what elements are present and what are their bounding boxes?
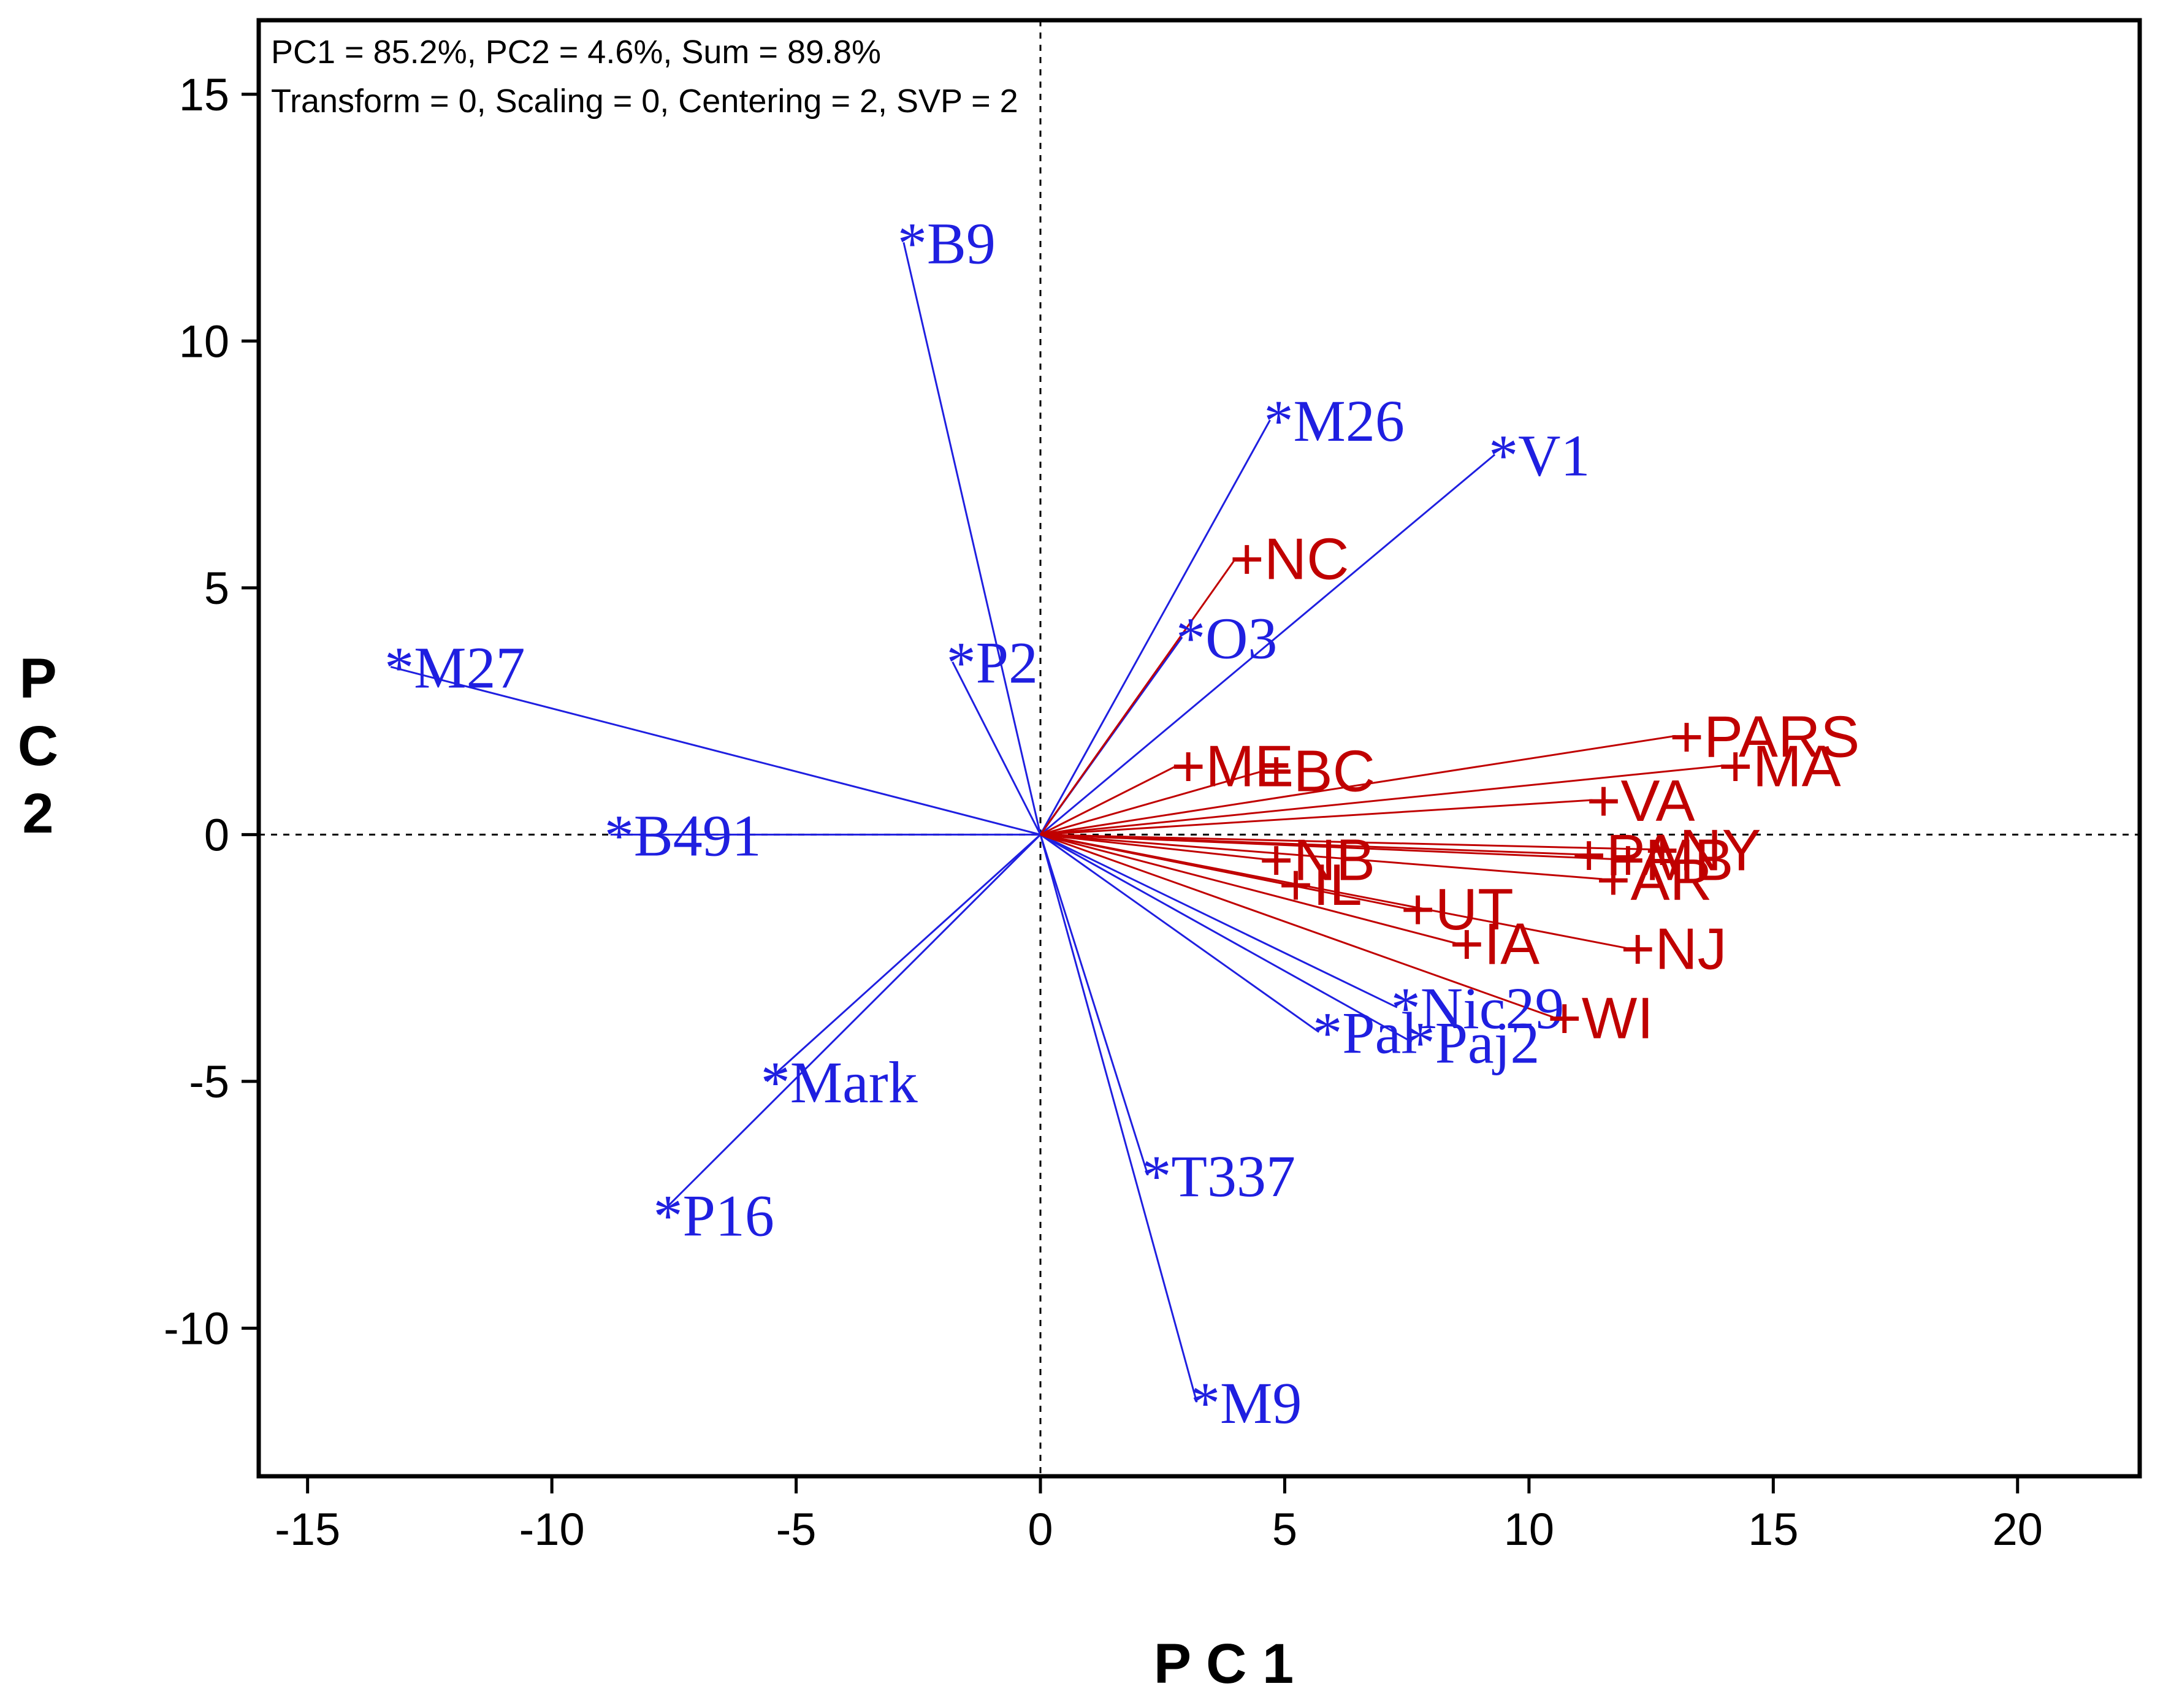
environment-label-bc: +BC [1259,739,1375,804]
genotype-vector-p2 [952,661,1042,836]
environment-vector-ny [1040,833,1652,851]
x-tick-label: 5 [1272,1504,1297,1555]
x-tick-label: -10 [519,1504,585,1555]
environment-vector-va [1040,799,1593,836]
environment-label-ny: +NY [1645,818,1761,883]
environment-label-ut: +UT [1401,877,1514,942]
environment-label-wi: +WI [1547,985,1654,1051]
y-tick-label: 5 [204,563,229,614]
y-tick-label: 10 [179,316,229,367]
environment-vector-nb [1040,833,1265,861]
y-tick-label: 0 [204,809,229,860]
environment-vector-ia [1040,833,1456,944]
genotype-vector-mark [766,834,1042,1083]
environment-vector-me [1040,764,1178,836]
y-axis-title-line-1: P [19,647,56,710]
genotype-label-p2: *P2 [947,630,1038,696]
environment-vector-mb [1040,833,1617,861]
genotype-vector-m9 [1039,834,1198,1403]
genotype-label-paj2: *Paj2 [1406,1010,1540,1076]
genotype-label-mark: *Mark [761,1050,918,1115]
genotype-vector-v1 [1040,454,1496,836]
environment-label-pars: +PARS [1669,704,1860,769]
axis-ticks: -15 -10 -5 0 5 10 15 20 15 10 5 0 -5 -10 [164,69,2043,1555]
environment-label-ia: +IA [1449,912,1539,977]
plot-frame [256,18,2142,1479]
point-labels: *B9 *M26 *V1 *M27 *P2 *O3 *B491 *Mark *P16 *T337 *… [384,210,1860,1436]
environment-vector-pars [1040,734,1676,836]
y-tick-label: -5 [189,1056,229,1107]
y-axis-title-line-3: 2 [22,782,53,845]
genotype-vector-nic29 [1040,834,1398,1008]
environment-label-mb: +MB [1611,828,1733,893]
x-tick-label: 20 [1993,1504,2043,1555]
environment-vector-ar [1040,833,1603,880]
genotype-vector-m27 [390,666,1041,836]
environment-label-nc: +NC [1230,527,1349,592]
environment-vector-bc [1040,769,1265,836]
environment-vector-ma [1040,764,1725,836]
annotation-variance: PC1 = 85.2%, PC2 = 4.6%, Sum = 89.8% [271,34,881,71]
x-tick-label: 0 [1028,1504,1053,1555]
reference-lines [259,20,2140,1476]
environment-label-pa: +PA [1572,823,1680,888]
y-axis-title-line-2: C [18,715,58,777]
genotype-vector-b9 [902,242,1042,835]
environment-label-va: +VA [1586,768,1695,834]
genotype-vector-p16 [658,834,1042,1216]
x-tick-label: -5 [776,1504,817,1555]
y-tick-label: 15 [179,69,229,120]
environment-label-nj: +NJ [1620,917,1726,982]
environment-vector-wi [1040,833,1554,1018]
genotype-label-m27: *M27 [384,635,525,701]
genotype-label-p16: *P16 [653,1183,774,1248]
environment-label-me: +ME [1171,734,1294,799]
genotype-label-nic29: *Nic29 [1391,975,1565,1041]
annotation-settings: Transform = 0, Scaling = 0, Centering = … [271,83,1018,120]
environment-label-ar: +AR [1596,847,1712,913]
environment-label-il: +IL [1278,852,1362,918]
environment-label-nb: +NB [1259,828,1375,893]
genotype-vector-m26 [1039,419,1271,836]
genotype-vector-paj2 [1040,834,1413,1043]
vector-lines [390,242,1725,1403]
x-axis-title: P C 1 [1154,1633,1294,1695]
genotype-vector-pal [1040,834,1320,1033]
genotype-label-v1: *V1 [1489,422,1590,488]
environment-vector-ut [1040,833,1407,910]
genotype-label-m9: *M9 [1191,1370,1302,1436]
genotype-label-o3: *O3 [1176,605,1277,671]
environment-label-ma: +MA [1719,734,1841,799]
x-tick-label: 15 [1748,1504,1798,1555]
genotype-label-t337: *T337 [1142,1143,1295,1209]
y-tick-label: -10 [164,1303,229,1354]
genotype-label-m26: *M26 [1264,388,1405,454]
genotype-label-pal: *Pal [1313,1000,1417,1066]
x-tick-label: 10 [1504,1504,1554,1555]
x-tick-label: -15 [275,1504,340,1555]
genotype-label-b9: *B9 [898,210,996,276]
genotype-vector-t337 [1039,834,1149,1176]
environment-vector-nc [1039,557,1237,836]
genotype-label-b491: *B491 [605,803,761,868]
